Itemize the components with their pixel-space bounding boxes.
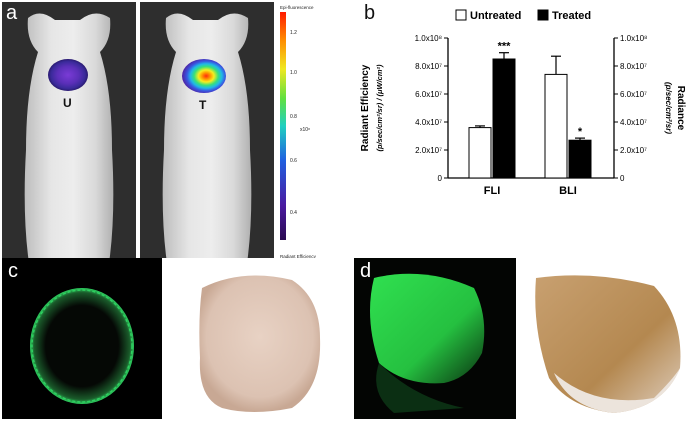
y-axis-unit-right: (p/sec/cm²/sr) — [664, 82, 673, 134]
colorbar-tick: x10⁸ — [300, 127, 311, 133]
y-tick-label-right: 6.0x10⁷ — [620, 90, 647, 99]
tissue-images-c — [2, 258, 346, 419]
panel-label-d: d — [360, 260, 372, 282]
bar-untreated-fli — [468, 127, 492, 179]
bar-chart: 0 0 2.0x10⁷ 2.0x10⁷ 4.0x10⁷ 4.0x10⁷ 6.0x10⁷ 6.0… — [360, 9, 686, 197]
y-tick-label-left: 6.0x10⁷ — [415, 90, 442, 99]
colorbar-tick: 1.2 — [290, 30, 297, 36]
category-label: FLI — [484, 185, 501, 197]
colorbar-tick: 1.0 — [290, 70, 297, 76]
category-label: BLI — [559, 185, 577, 197]
colorbar-tick: 0.8 — [290, 114, 297, 120]
y-tick-label-right: 2.0x10⁷ — [620, 146, 647, 155]
panel-d: d — [354, 258, 698, 419]
significance-marker: *** — [498, 41, 512, 53]
panel-label-b: b — [364, 2, 376, 24]
y-tick-label-left: 8.0x10⁷ — [415, 62, 442, 71]
mouse-untreated — [24, 13, 114, 300]
legend-swatch-untreated — [455, 9, 467, 21]
legend-label-treated: Treated — [552, 10, 591, 22]
legend-label-untreated: Untreated — [470, 10, 521, 22]
y-axis-title-left: Radiant Efficiency — [360, 64, 371, 151]
y-tick-label-right: 1.0x10⁸ — [620, 34, 647, 43]
y-tick-label-right: 4.0x10⁷ — [620, 118, 647, 127]
y-tick-label-right: 0 — [620, 174, 625, 183]
panel-c: c — [2, 258, 346, 419]
tissue-images-d — [354, 258, 698, 419]
significance-marker: * — [578, 126, 583, 138]
y-tick-label-left: 1.0x10⁸ — [415, 34, 442, 43]
panel-label-c: c — [8, 260, 18, 282]
mouse-label-treated: T — [199, 98, 207, 112]
y-tick-label-left: 4.0x10⁷ — [415, 118, 442, 127]
colorbar — [280, 12, 286, 240]
y-tick-label-left: 2.0x10⁷ — [415, 146, 442, 155]
y-tick-label-right: 8.0x10⁷ — [620, 62, 647, 71]
mouse-label-untreated: U — [63, 96, 72, 110]
bar-treated-bli — [568, 139, 592, 179]
colorbar-unit-title: Radiant Efficiency — [280, 254, 316, 259]
colorbar-tick: 0.4 — [290, 210, 297, 216]
bar-untreated-bli — [544, 73, 568, 179]
colorbar-title: Epi-fluorescence — [280, 5, 314, 10]
y-tick-label-left: 0 — [438, 174, 443, 183]
bar-treated-fli — [492, 58, 516, 179]
mouse-illustrations — [24, 12, 286, 300]
panel-label-a: a — [6, 2, 18, 24]
panel-b: b 0 0 2.0x10⁷ 2.0x10⁷ 4.0x10⁷ 4.0x10⁷ 6.0x10⁷ 6… — [352, 0, 700, 212]
colorbar-tick: 0.6 — [290, 158, 297, 164]
panel-a: a U T Epi-fluorescence 1.2 1.0 0.8 x10⁸ … — [0, 0, 350, 310]
y-axis-unit-left: (p/sec/cm²/sr) / (μW/cm²) — [375, 64, 384, 152]
y-axis-title-right: Radiance — [675, 86, 686, 131]
legend-swatch-treated — [537, 9, 549, 21]
